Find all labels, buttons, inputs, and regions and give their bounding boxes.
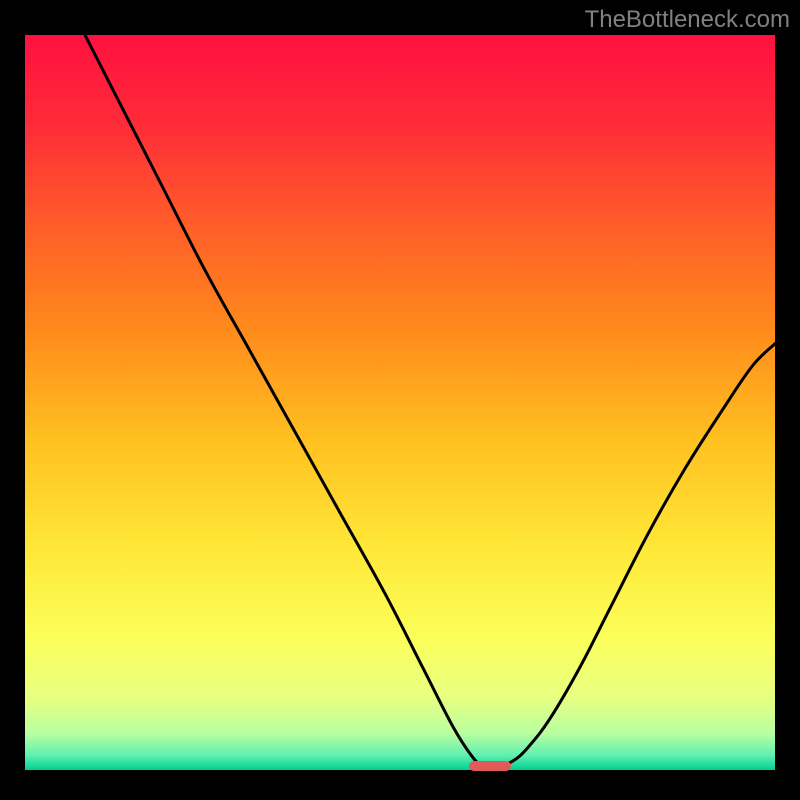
- optimal-marker: [469, 761, 510, 771]
- bottleneck-curve: [85, 35, 775, 767]
- plot-area: [25, 35, 775, 770]
- chart-container: TheBottleneck.com: [0, 0, 800, 800]
- curve-svg: [25, 35, 775, 770]
- watermark-text: TheBottleneck.com: [585, 6, 790, 34]
